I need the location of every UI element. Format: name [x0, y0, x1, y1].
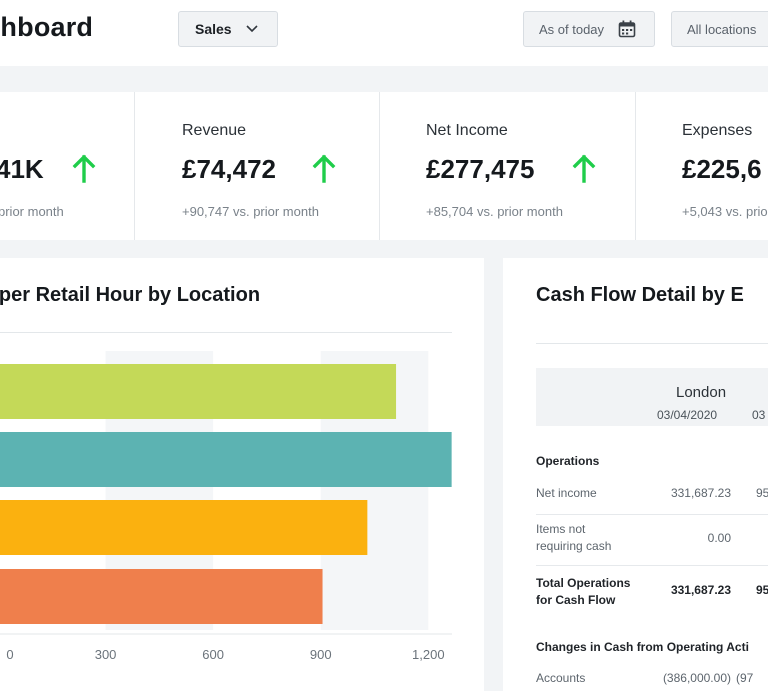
row-value-next: 95: [756, 486, 768, 500]
row-value-next: (97: [736, 671, 754, 685]
kpi-value: 41K: [0, 154, 44, 184]
row-value: 331,687.23: [670, 486, 731, 500]
kpi-label: Revenue: [182, 122, 247, 139]
x-tick-label: 600: [202, 647, 224, 662]
kpi-strip: 41K prior month Revenue £74,472 +90,747 …: [0, 92, 768, 240]
kpi-value: £74,472: [182, 154, 276, 184]
row-label: Items not requiring cash: [536, 522, 612, 553]
kpi-label: Net Income: [426, 122, 508, 139]
title-divider: [536, 343, 768, 344]
kpi-card-revenue: Revenue £74,472 +90,747 vs. prior month: [135, 92, 379, 240]
bar-3: [0, 500, 368, 555]
table-header: London 03/04/2020 03: [536, 368, 768, 426]
kpi-label: Expenses: [682, 122, 753, 139]
kpi-card-first: 41K prior month: [0, 92, 134, 240]
kpi-comparison: +5,043 vs. prior: [682, 204, 768, 219]
row-label: Net income: [536, 486, 597, 500]
column-header-location: London: [676, 384, 727, 401]
bar-4: [0, 569, 323, 624]
arrow-up-icon: [72, 154, 96, 183]
section-heading-operations: Operations: [536, 454, 600, 468]
cash-flow-panel: Cash Flow Detail by E London 03/04/2020 …: [503, 258, 768, 691]
kpi-card-net-income: Net Income £277,475 +85,704 vs. prior mo…: [380, 92, 635, 240]
bar-1: [0, 364, 397, 419]
calendar-icon: [618, 20, 636, 38]
column-header-date: 03/04/2020: [657, 408, 718, 422]
header-bar: ashboard Sales As of today All locations: [0, 0, 768, 66]
location-filter-button[interactable]: All locations: [671, 11, 768, 47]
x-tick-label: 1,200: [412, 647, 445, 662]
arrow-up-icon: [312, 154, 336, 183]
kpi-divider: [635, 92, 636, 240]
x-tick-label: 300: [95, 647, 117, 662]
sales-dropdown[interactable]: Sales: [178, 11, 278, 47]
chevron-down-icon: [246, 25, 258, 33]
page-title: ashboard: [0, 12, 94, 42]
x-tick-label: 900: [310, 647, 332, 662]
row-label: Accounts: [536, 671, 586, 685]
kpi-value: £277,475: [426, 154, 535, 184]
kpi-comparison: +90,747 vs. prior month: [182, 204, 319, 219]
cash-flow-panel-title: Cash Flow Detail by E: [536, 284, 744, 306]
column-header-date-next: 03: [752, 408, 766, 422]
row-divider: [536, 565, 768, 566]
row-label: Total Operations for Cash Flow: [536, 576, 631, 607]
kpi-comparison: prior month: [0, 204, 64, 219]
kpi-divider: [134, 92, 135, 240]
row-divider: [536, 514, 768, 515]
kpi-value: £225,6: [682, 154, 762, 184]
date-filter-label: As of today: [539, 21, 605, 37]
row-value: 0.00: [707, 531, 731, 545]
bar-2: [0, 432, 452, 487]
section-heading-changes: Changes in Cash from Operating Acti: [536, 640, 749, 654]
date-filter-button[interactable]: As of today: [523, 11, 655, 47]
bar-chart: 0 300 600 900 1,200: [0, 351, 452, 662]
location-filter-label: All locations: [687, 21, 757, 37]
arrow-up-icon: [572, 154, 596, 183]
title-divider: [0, 332, 452, 333]
chart-panel-title: ue per Retail Hour by Location: [0, 284, 261, 306]
sales-dropdown-label: Sales: [195, 21, 232, 37]
kpi-card-expenses: Expenses £225,6 +5,043 vs. prior: [636, 92, 768, 240]
row-value-next: 95: [756, 583, 768, 597]
row-value: 331,687.23: [670, 583, 731, 597]
kpi-divider: [379, 92, 380, 240]
kpi-comparison: +85,704 vs. prior month: [426, 204, 563, 219]
x-tick-label: 0: [6, 647, 13, 662]
retail-hour-chart-panel: ue per Retail Hour by Location 0 300 600 90…: [0, 258, 484, 691]
row-value: (386,000.00): [662, 671, 731, 685]
